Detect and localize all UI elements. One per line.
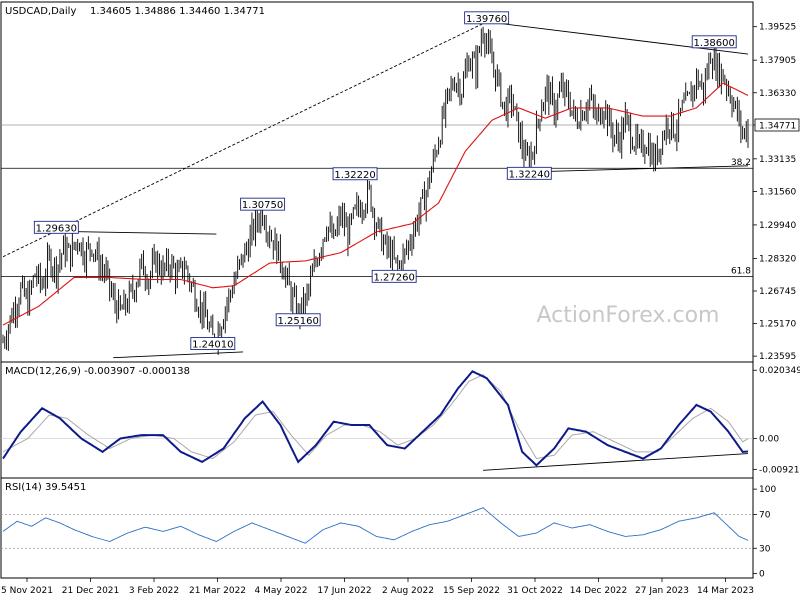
rsi-title: RSI(14) 39.5451 — [5, 482, 86, 493]
macd-y-tick-label-0: 0.020349 — [759, 366, 800, 376]
chart-title-ohlc: 1.34605 1.34886 1.34460 1.34771 — [90, 6, 265, 17]
x-label-11: 14 Mar 2023 — [697, 586, 754, 596]
annotation-box-1.38600 — [691, 35, 737, 49]
price-y-tick-label-9: 1.37905 — [759, 56, 796, 66]
rsi-y-tick-label-3: 0 — [759, 570, 765, 580]
axis-layer: 1.23595 1.25170 1.26745 1.28320 1.29940 1.315… — [753, 23, 800, 580]
price-y-tick-label-3: 1.28320 — [759, 254, 796, 264]
rsi-panel-frame — [0, 477, 754, 579]
annotation-label-1.38600: 1.38600 — [694, 38, 735, 49]
annotation-box-1.32240 — [506, 166, 552, 180]
annotation-label-1.25160: 1.25160 — [277, 316, 318, 327]
annotation-label-1.24010: 1.24010 — [192, 340, 233, 351]
trendline-lower-right — [529, 165, 749, 173]
x-label-5: 17 Jun 2022 — [317, 586, 371, 596]
chart-title-symbol: USDCAD,Daily — [5, 6, 76, 17]
current-price-tag — [754, 118, 800, 132]
x-label-3: 21 Mar 2022 — [189, 586, 246, 596]
annotation-label-1.29630: 1.29630 — [36, 223, 77, 234]
price-y-tick-label-4: 1.29940 — [759, 221, 796, 231]
rsi-layer — [1, 507, 753, 549]
macd-signal-line — [2, 374, 749, 460]
macd-y-tick-label-2: -0.009215 — [759, 465, 800, 475]
watermark: ActionForex.com — [537, 303, 720, 328]
price-layer: 38.2 61.8 1.39760 1.38600 1.32220 1.32240 1.30… — [1, 11, 753, 359]
x-label-2: 3 Feb 2022 — [129, 586, 179, 596]
rsi-line — [2, 507, 749, 544]
trendline-upper — [486, 21, 749, 55]
macd-main-line — [2, 370, 749, 467]
annotation-label-1.39760: 1.39760 — [466, 14, 507, 25]
x-label-0: 5 Nov 2021 — [1, 586, 53, 596]
annotation-label-1.32240: 1.32240 — [509, 169, 550, 180]
moving-average-line — [2, 82, 749, 326]
x-axis-labels: 5 Nov 2021 21 Dec 2021 3 Feb 2022 21 Mar 20… — [1, 578, 754, 596]
macd-layer — [1, 370, 753, 471]
macd-title: MACD(12,26,9) -0.003907 -0.000138 — [5, 366, 190, 377]
annotation-box-1.39760 — [464, 11, 510, 25]
price-y-tick-label-10: 1.39525 — [759, 23, 796, 33]
price-y-tick-label-2: 1.26745 — [759, 287, 796, 297]
annotation-box-1.32220 — [332, 167, 378, 181]
price-y-tick-label-8: 1.36330 — [759, 89, 796, 99]
annotation-label-1.27260: 1.27260 — [373, 272, 414, 283]
x-label-1: 21 Dec 2021 — [62, 586, 120, 596]
annotation-box-1.29630 — [33, 220, 79, 234]
rsi-y-tick-label-0: 100 — [759, 485, 776, 495]
x-label-7: 15 Sep 2022 — [443, 586, 500, 596]
x-label-10: 27 Jan 2023 — [635, 586, 689, 596]
x-label-8: 31 Oct 2022 — [507, 586, 563, 596]
price-y-tick-label-6: 1.33135 — [759, 155, 796, 165]
annotation-box-1.25160 — [275, 313, 321, 327]
annotation-label-1.32220: 1.32220 — [334, 170, 375, 181]
annotation-box-1.24010 — [190, 337, 236, 351]
price-y-tick-label-5: 1.31560 — [759, 187, 796, 197]
current-price-tag-label: 1.34771 — [759, 122, 796, 132]
x-label-6: 2 Aug 2022 — [382, 586, 434, 596]
price-y-tick-label-1: 1.25170 — [759, 320, 796, 330]
price-bars — [2, 26, 749, 355]
rsi-y-tick-label-1: 70 — [759, 510, 771, 520]
price-y-tick-label-0: 1.23595 — [759, 352, 796, 362]
fib-label-38-2: 38.2 — [731, 158, 751, 168]
macd-y-tick-label-1: 0.00 — [759, 434, 779, 444]
x-label-9: 14 Dec 2022 — [570, 586, 628, 596]
annotation-box-1.30750 — [240, 197, 286, 211]
annotation-label-1.30750: 1.30750 — [242, 200, 283, 211]
rsi-y-tick-label-2: 30 — [759, 544, 771, 554]
x-label-4: 4 May 2022 — [255, 586, 308, 596]
trendline-upper-left — [56, 230, 217, 235]
annotation-box-1.27260 — [371, 269, 417, 283]
trendline-lower-left — [113, 351, 244, 359]
macd-trendline — [483, 453, 749, 471]
fib-label-61-8: 61.8 — [731, 266, 751, 276]
